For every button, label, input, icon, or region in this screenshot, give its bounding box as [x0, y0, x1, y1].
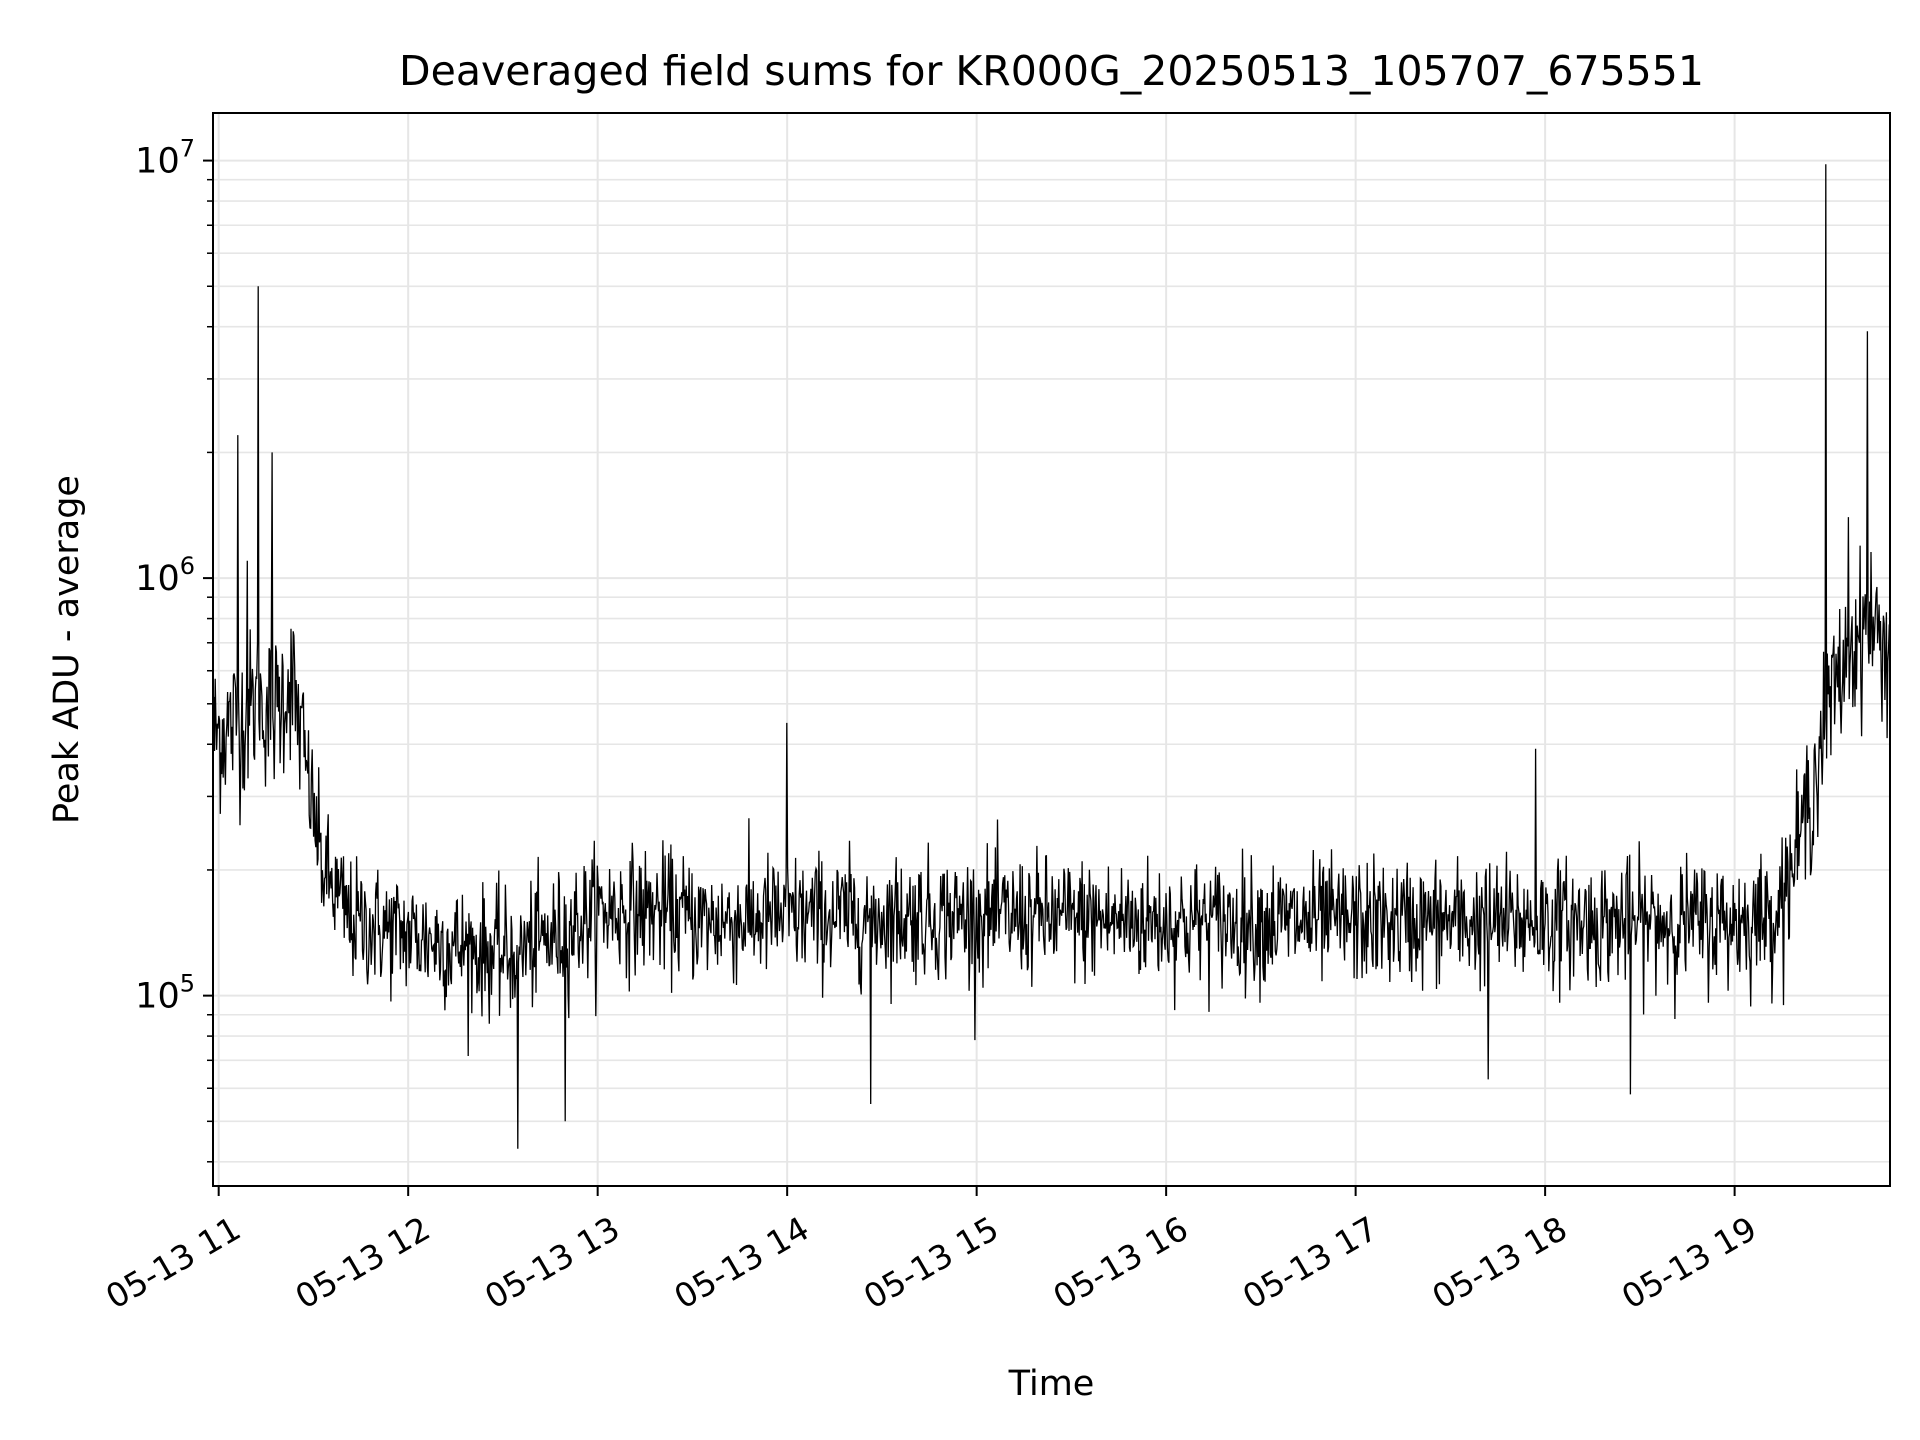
y-tick-exponent: 7 — [180, 135, 195, 163]
x-tick-label: 05-13 17 — [1236, 1209, 1384, 1317]
y-tick-exponent: 6 — [180, 552, 195, 580]
x-tick-label: 05-13 13 — [478, 1209, 626, 1317]
x-tick-label: 05-13 18 — [1426, 1209, 1574, 1317]
chart-title: Deaveraged field sums for KR000G_2025051… — [399, 47, 1704, 95]
y-axis-label: Peak ADU - average — [47, 475, 87, 824]
grid — [213, 113, 1890, 1186]
series-layer — [212, 164, 1891, 1149]
x-axis-label: Time — [1008, 1364, 1095, 1404]
plot-frame — [212, 112, 1891, 1187]
y-tick-label: 107 — [135, 135, 195, 182]
x-axis: 05-13 11 05-13 12 05-13 13 05-13 14 05-13 15… — [99, 1186, 1763, 1317]
y-tick-label: 105 — [135, 970, 195, 1017]
y-tick-base: 10 — [135, 559, 180, 599]
y-tick-base: 10 — [135, 142, 180, 182]
x-tick-label: 05-13 12 — [289, 1209, 437, 1317]
y-tick-base: 10 — [135, 977, 180, 1017]
x-tick-label: 05-13 16 — [1047, 1209, 1195, 1317]
y-tick-exponent: 5 — [180, 970, 195, 998]
y-tick-label: 106 — [135, 552, 195, 599]
series-line — [212, 164, 1891, 1149]
x-tick-label: 05-13 15 — [857, 1209, 1005, 1317]
x-tick-label: 05-13 19 — [1615, 1209, 1763, 1317]
x-tick-label: 05-13 11 — [99, 1209, 247, 1317]
x-tick-label: 05-13 14 — [668, 1209, 816, 1317]
